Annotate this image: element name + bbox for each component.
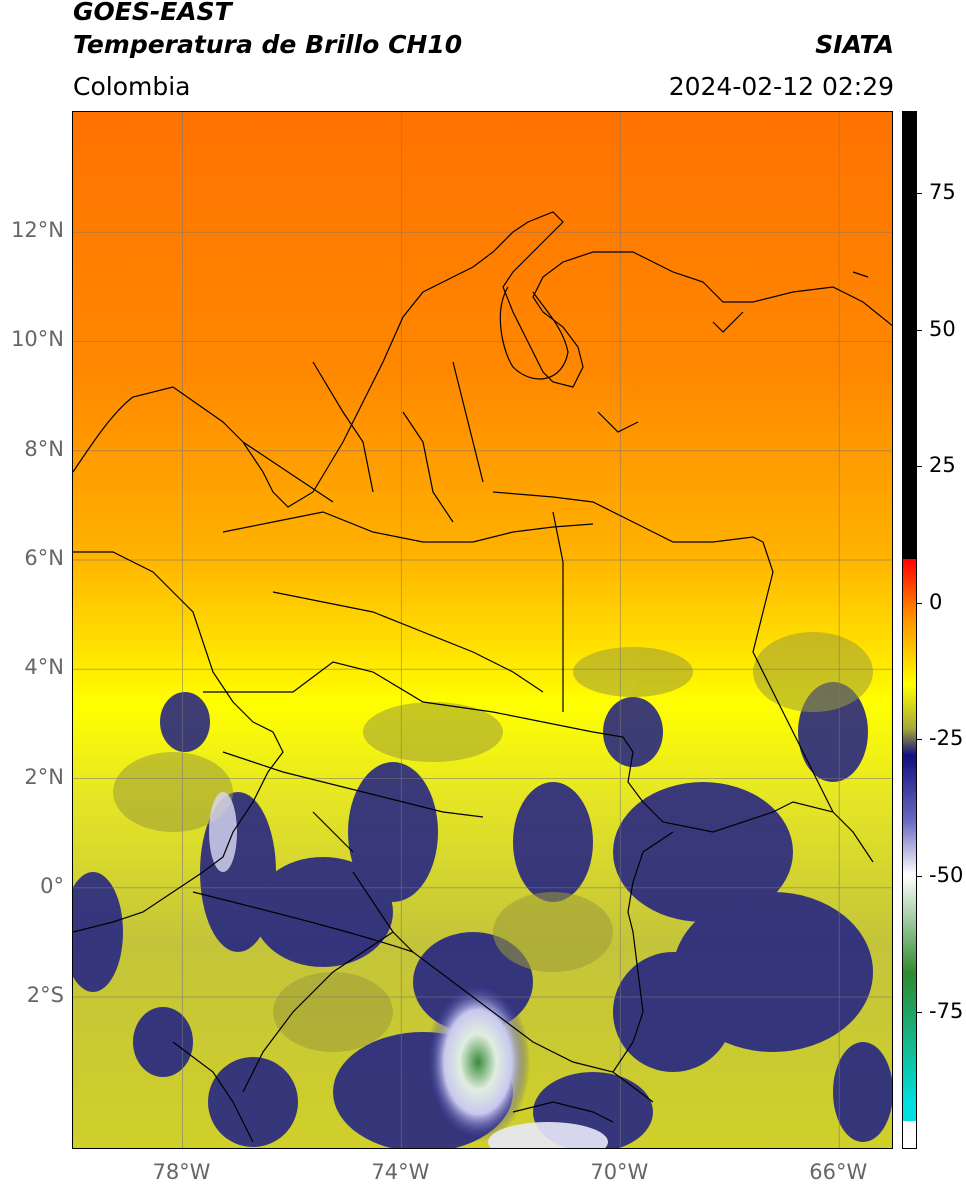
colorbar-tick-label: 75 [929,179,956,204]
map-canvas [73,112,892,1148]
colorbar-tick-label: -25 [929,726,964,751]
colorbar-tick [917,329,922,331]
colorbar-tick-label: 0 [929,589,943,614]
colorbar-tick [917,466,922,468]
region-label: Colombia [73,72,191,101]
latitude-tick-label: 0° [40,873,64,898]
product-title: Temperatura de Brillo CH10 [73,30,463,59]
cold-cloud-edge [488,1122,608,1148]
satellite-title: GOES-EAST [73,0,232,26]
cold-cloud-top [209,792,237,872]
satellite-map[interactable] [72,111,893,1149]
colorbar-tick-label: -50 [929,862,964,887]
colorbar-tick-label: 50 [929,316,956,341]
latitude-tick-label: 8°N [24,436,64,461]
longitude-tick-label: 74°W [371,1160,430,1184]
latitude-tick-label: 2°N [24,764,64,789]
timestamp-label: 2024-02-12 02:29 [668,72,894,101]
latitude-tick-label: 4°N [24,655,64,680]
latitude-tick-label: 12°N [11,218,64,243]
colorbar-tick-label: 25 [929,453,956,478]
colorbar-tick [917,739,922,741]
latitude-tick-label: 10°N [11,327,64,352]
warm-cloud-patches [113,632,873,1052]
longitude-tick-label: 66°W [809,1160,868,1184]
colorbar-tick [917,1012,922,1014]
colorbar-tick [917,192,922,194]
cold-cloud-core [426,982,530,1142]
coastlines-borders [73,211,892,1143]
longitude-tick-label: 70°W [590,1160,649,1184]
latitude-tick-label: 6°N [24,545,64,570]
graticule [73,112,892,1148]
colorbar-tick [917,875,922,877]
latitude-tick-label: 2°S [26,983,64,1008]
colorbar-tick-label: -75 [929,999,964,1024]
colorbar [902,111,917,1149]
longitude-tick-label: 78°W [152,1160,211,1184]
colorbar-tick [917,602,922,604]
brand-label: SIATA [815,30,894,59]
